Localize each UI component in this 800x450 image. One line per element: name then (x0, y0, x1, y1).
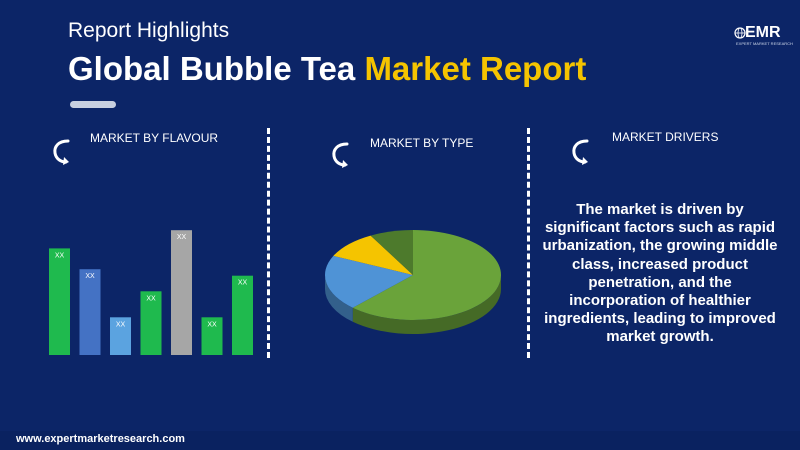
section-label-type: MARKET BY TYPE (370, 136, 474, 150)
section-label-drivers: MARKET DRIVERS (612, 130, 719, 144)
pie-slice (325, 255, 413, 308)
footer-bar (0, 431, 800, 450)
footer-url: www.expertmarketresearch.com (16, 433, 185, 445)
flavour-bar (49, 248, 70, 355)
flavour-bar (201, 317, 223, 355)
report-title: Global Bubble Tea Market Report (68, 50, 586, 88)
logo-tagline: EXPERT MARKET RESEARCH (736, 41, 793, 46)
flavour-bar (171, 230, 192, 355)
bar-data-label: XX (238, 280, 248, 287)
pie-slice-side (352, 275, 501, 335)
bar-data-label: XX (177, 234, 187, 241)
column-divider (267, 128, 270, 358)
bar-data-label: XX (207, 321, 217, 328)
report-subtitle: Report Highlights (68, 19, 230, 42)
refresh-arrow-icon (53, 139, 70, 165)
title-underline (70, 101, 116, 108)
column-divider (527, 128, 530, 358)
bar-data-label: XX (146, 295, 156, 302)
refresh-arrow-icon (332, 142, 349, 168)
bar-data-label: XX (116, 321, 126, 328)
title-highlight: Market Report (364, 50, 587, 87)
section-label-flavour: MARKET BY FLAVOUR (90, 131, 219, 145)
refresh-arrow-icon (572, 139, 589, 165)
title-main: Global Bubble Tea (68, 50, 356, 87)
pie-slice-side (325, 275, 353, 322)
pie-slice (333, 235, 413, 275)
pie-slice (352, 230, 501, 320)
pie-slice (370, 230, 413, 275)
flavour-bar (232, 275, 253, 355)
globe-icon (734, 27, 746, 39)
flavour-bar (140, 291, 162, 355)
type-pie-chart (325, 230, 501, 335)
bar-data-label: XX (55, 252, 65, 259)
flavour-bar (79, 269, 101, 355)
flavour-bar-chart: XX XX XX XX XX XX XX (49, 230, 253, 355)
logo-wordmark: EMR (745, 24, 781, 41)
flavour-bar (110, 317, 131, 355)
market-drivers-text: The market is driven by significant fact… (542, 201, 778, 346)
bar-data-label: XX (85, 273, 95, 280)
